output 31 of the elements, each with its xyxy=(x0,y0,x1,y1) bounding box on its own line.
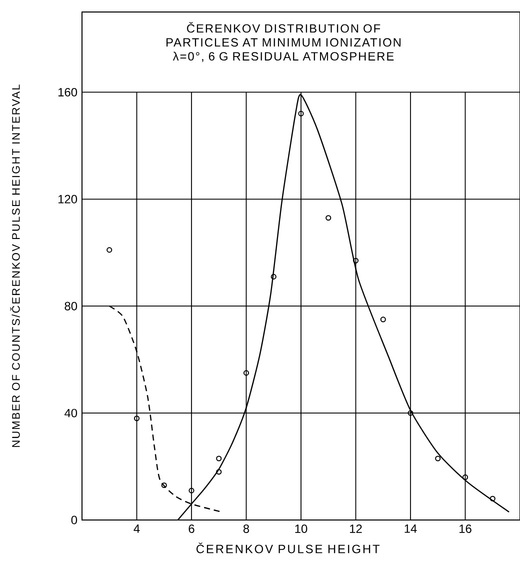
point xyxy=(216,456,222,462)
point xyxy=(408,410,414,416)
y-tick-label: 40 xyxy=(64,408,78,418)
y-tick-label: 120 xyxy=(58,194,78,204)
y-tick-label: 80 xyxy=(64,302,78,310)
point xyxy=(462,474,468,480)
point xyxy=(435,456,441,462)
point xyxy=(380,316,386,322)
x-tick-label: 14 xyxy=(404,524,417,533)
point xyxy=(326,215,332,221)
point xyxy=(298,110,304,116)
x-tick-label: 12 xyxy=(350,524,362,533)
y-axis-title: NUMBER OF COUNTS/ČERENKOV PULSE HEIGHT INTERVAL xyxy=(10,84,20,447)
point xyxy=(270,274,276,280)
point xyxy=(352,258,359,264)
point xyxy=(134,416,140,422)
x-tick-label: 10 xyxy=(295,524,308,533)
x-tick-label: 16 xyxy=(460,524,472,533)
x-tick-label: 6 xyxy=(188,524,194,533)
point xyxy=(161,482,167,488)
x-axis-title: ČERENKOV PULSE HEIGHT xyxy=(196,542,380,554)
point xyxy=(490,496,496,502)
point xyxy=(243,370,250,376)
text: λ=0°, 6 G RESIDUAL ATMOSPHERE xyxy=(172,52,394,62)
point xyxy=(216,469,222,475)
y-tick-label: 160 xyxy=(58,88,78,96)
x-tick-label: 8 xyxy=(243,524,250,533)
point xyxy=(188,488,194,494)
point xyxy=(106,247,112,253)
x-tick-label: 4 xyxy=(134,524,140,533)
y-tick-label: 0 xyxy=(71,516,78,524)
